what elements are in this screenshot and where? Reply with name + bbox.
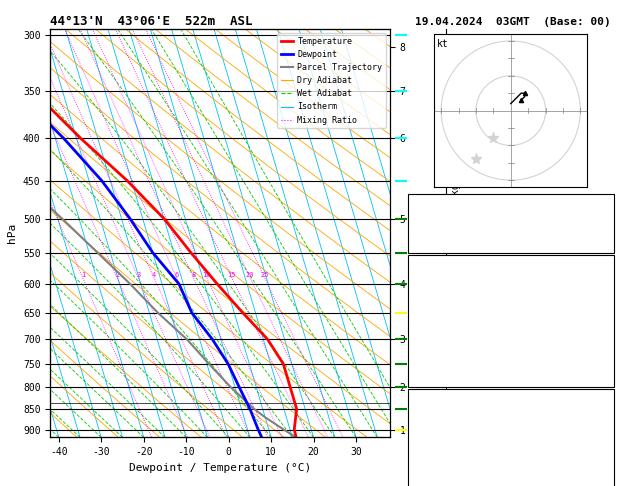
Text: kt: kt	[437, 38, 449, 49]
Text: 1: 1	[81, 272, 85, 278]
Y-axis label: hPa: hPa	[8, 223, 18, 243]
Text: K: K	[411, 200, 416, 210]
Text: 44°13'N  43°06'E  522m  ASL: 44°13'N 43°06'E 522m ASL	[50, 15, 253, 28]
Y-axis label: Mixing Ratio (g/kg): Mixing Ratio (g/kg)	[451, 177, 461, 289]
Text: Lifted Index: Lifted Index	[411, 334, 481, 344]
Text: CAPE (J): CAPE (J)	[411, 469, 458, 478]
Text: 15.9: 15.9	[587, 279, 611, 289]
Text: 10: 10	[203, 272, 211, 278]
Text: Surface: Surface	[489, 260, 533, 270]
Text: Pressure (mb): Pressure (mb)	[411, 413, 487, 423]
Text: CIN (J): CIN (J)	[411, 371, 452, 381]
X-axis label: Dewpoint / Temperature (°C): Dewpoint / Temperature (°C)	[129, 463, 311, 473]
Text: 1.79: 1.79	[587, 237, 611, 247]
Text: 20: 20	[246, 272, 255, 278]
Text: θᵉ (K): θᵉ (K)	[411, 432, 446, 441]
Text: Lifted Index: Lifted Index	[411, 450, 481, 460]
Text: 0: 0	[605, 469, 611, 478]
Y-axis label: km
ASL: km ASL	[422, 223, 440, 244]
Legend: Temperature, Dewpoint, Parcel Trajectory, Dry Adiabat, Wet Adiabat, Isotherm, Mi: Temperature, Dewpoint, Parcel Trajectory…	[277, 34, 386, 128]
Text: Most Unstable: Most Unstable	[470, 395, 552, 404]
Text: 19.04.2024  03GMT  (Base: 00): 19.04.2024 03GMT (Base: 00)	[415, 17, 611, 27]
Text: 6: 6	[175, 272, 179, 278]
Text: 2: 2	[115, 272, 120, 278]
Text: 3: 3	[605, 334, 611, 344]
Text: θᵉ(K): θᵉ(K)	[411, 316, 440, 326]
Text: LCL: LCL	[409, 398, 424, 407]
Text: 313: 313	[593, 316, 611, 326]
Text: © weatheronline.co.uk: © weatheronline.co.uk	[460, 471, 565, 480]
Text: 25: 25	[260, 272, 269, 278]
Text: 25: 25	[599, 200, 611, 210]
Text: 45: 45	[599, 219, 611, 228]
Text: Temp (°C): Temp (°C)	[411, 279, 464, 289]
Text: PW (cm): PW (cm)	[411, 237, 452, 247]
Text: 15: 15	[228, 272, 236, 278]
Text: Dewp (°C): Dewp (°C)	[411, 297, 464, 307]
Text: 3: 3	[136, 272, 140, 278]
Text: 8: 8	[191, 272, 196, 278]
Text: 0: 0	[605, 353, 611, 363]
Text: Totals Totals: Totals Totals	[411, 219, 487, 228]
Text: 4: 4	[152, 272, 156, 278]
Text: CAPE (J): CAPE (J)	[411, 353, 458, 363]
Text: 700: 700	[593, 413, 611, 423]
Text: 7.8: 7.8	[593, 297, 611, 307]
Text: 318: 318	[593, 432, 611, 441]
Text: 1: 1	[605, 450, 611, 460]
Text: 0: 0	[605, 371, 611, 381]
